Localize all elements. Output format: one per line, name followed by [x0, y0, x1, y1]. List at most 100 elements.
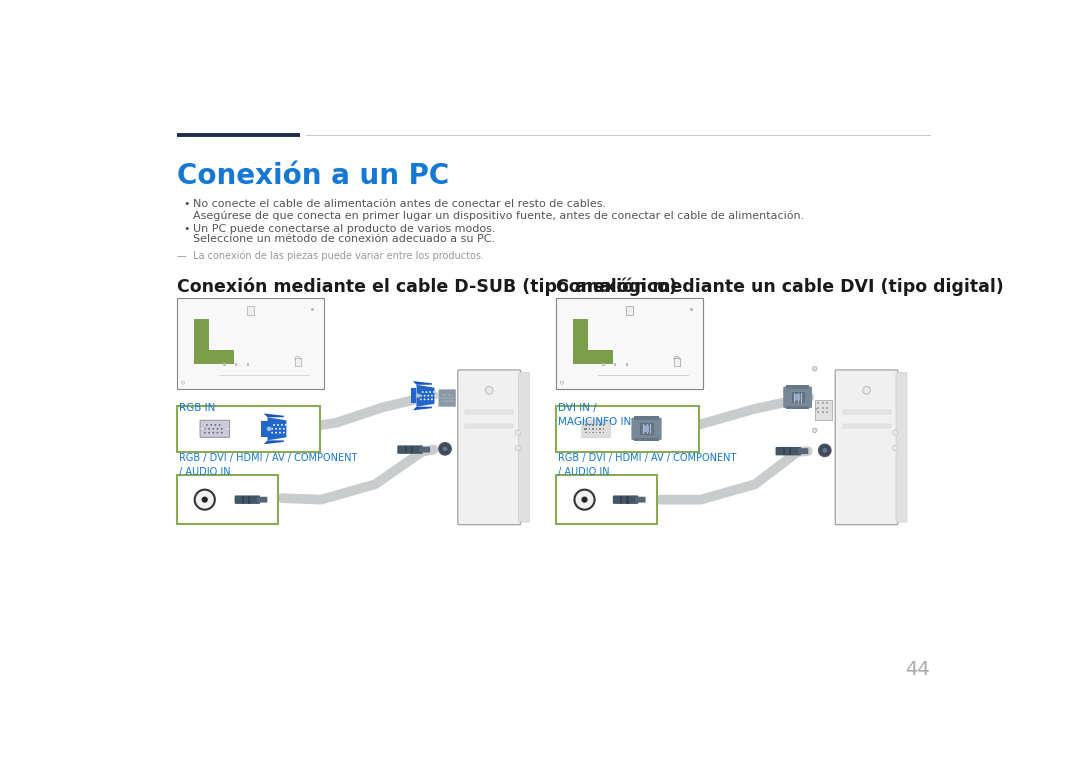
Bar	[620, 496, 622, 504]
Bar	[224, 363, 226, 366]
Circle shape	[515, 430, 521, 436]
Circle shape	[279, 432, 281, 433]
FancyBboxPatch shape	[814, 400, 832, 420]
FancyBboxPatch shape	[775, 447, 801, 456]
Circle shape	[271, 432, 273, 433]
FancyBboxPatch shape	[795, 394, 800, 401]
Text: •: •	[184, 199, 190, 209]
Bar	[674, 358, 679, 365]
FancyBboxPatch shape	[397, 446, 423, 454]
Bar	[556, 298, 703, 389]
Circle shape	[211, 424, 212, 426]
Text: RGB IN: RGB IN	[179, 403, 216, 413]
Bar	[783, 447, 785, 455]
Polygon shape	[264, 414, 284, 417]
Polygon shape	[417, 385, 434, 407]
Bar	[235, 363, 238, 366]
FancyBboxPatch shape	[518, 372, 529, 522]
Bar	[842, 424, 891, 428]
Bar	[410, 388, 417, 403]
Polygon shape	[264, 440, 284, 444]
FancyBboxPatch shape	[644, 426, 649, 432]
Bar	[465, 424, 513, 428]
FancyBboxPatch shape	[582, 420, 610, 438]
Circle shape	[575, 490, 595, 510]
Bar	[786, 385, 809, 388]
Bar	[246, 363, 248, 366]
FancyBboxPatch shape	[835, 370, 897, 525]
Bar	[640, 423, 652, 434]
Bar	[674, 358, 679, 365]
FancyBboxPatch shape	[635, 497, 646, 503]
Text: •: •	[184, 224, 190, 234]
Circle shape	[275, 432, 276, 433]
Circle shape	[194, 490, 215, 510]
Bar	[194, 350, 234, 364]
Bar	[295, 358, 301, 365]
Circle shape	[215, 424, 216, 426]
Circle shape	[279, 428, 281, 430]
FancyBboxPatch shape	[458, 370, 521, 525]
Circle shape	[420, 398, 422, 401]
Circle shape	[448, 394, 449, 395]
Circle shape	[819, 444, 831, 456]
Bar	[626, 496, 629, 504]
Circle shape	[221, 428, 222, 430]
Bar	[556, 475, 657, 524]
Circle shape	[442, 401, 443, 402]
Circle shape	[812, 428, 816, 433]
Bar	[572, 350, 613, 364]
Bar	[816, 407, 819, 409]
Circle shape	[311, 308, 314, 311]
Circle shape	[204, 432, 205, 433]
Circle shape	[446, 401, 448, 402]
Bar	[247, 306, 254, 315]
FancyBboxPatch shape	[438, 390, 456, 407]
Bar	[242, 496, 244, 504]
Bar	[599, 432, 600, 433]
FancyBboxPatch shape	[419, 446, 430, 452]
Bar	[592, 424, 594, 426]
Circle shape	[213, 432, 214, 433]
Text: Asegúrese de que conecta en primer lugar un dispositivo fuente, antes de conecta: Asegúrese de que conecta en primer lugar…	[193, 210, 805, 221]
Circle shape	[273, 424, 275, 426]
Bar	[261, 421, 268, 436]
Bar	[465, 410, 513, 414]
Circle shape	[822, 448, 827, 453]
Circle shape	[208, 428, 210, 430]
Bar	[603, 363, 605, 366]
Bar	[816, 402, 819, 404]
FancyBboxPatch shape	[612, 495, 638, 504]
Circle shape	[202, 497, 207, 503]
Circle shape	[422, 391, 423, 393]
Circle shape	[431, 394, 433, 397]
FancyBboxPatch shape	[234, 495, 260, 504]
Circle shape	[217, 432, 218, 433]
Bar	[826, 402, 828, 404]
Bar	[194, 320, 210, 364]
Circle shape	[267, 427, 271, 431]
Circle shape	[281, 424, 283, 426]
Circle shape	[423, 398, 426, 401]
Bar	[572, 320, 589, 364]
Text: Seleccione un método de conexión adecuado a su PC.: Seleccione un método de conexión adecuad…	[193, 234, 496, 244]
Bar	[786, 406, 809, 409]
Text: Conexión mediante el cable D-SUB (tipo analógico): Conexión mediante el cable D-SUB (tipo a…	[177, 278, 677, 296]
Circle shape	[278, 424, 279, 426]
Circle shape	[429, 391, 431, 393]
Bar	[596, 432, 597, 433]
Circle shape	[275, 428, 276, 430]
Circle shape	[581, 497, 588, 503]
Text: Conexión a un PC: Conexión a un PC	[177, 163, 449, 191]
Circle shape	[863, 387, 870, 394]
Bar	[842, 410, 891, 414]
Bar	[603, 363, 605, 366]
Circle shape	[221, 432, 222, 433]
Bar	[410, 446, 414, 453]
Bar	[603, 432, 605, 433]
Circle shape	[431, 398, 433, 401]
Circle shape	[435, 398, 436, 401]
Bar	[626, 306, 633, 315]
Circle shape	[213, 428, 214, 430]
Circle shape	[449, 401, 450, 402]
